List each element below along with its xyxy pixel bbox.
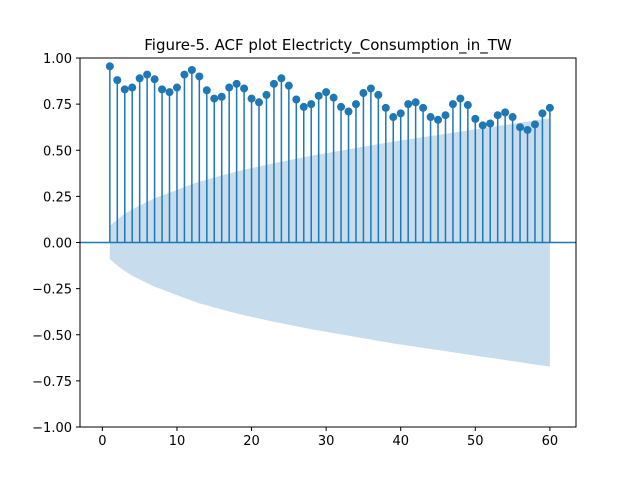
acf-point [366, 84, 375, 93]
acf-point [471, 114, 480, 123]
acf-point [516, 123, 525, 132]
acf-point [202, 86, 211, 95]
acf-point [351, 100, 360, 109]
acf-point [262, 90, 271, 99]
acf-point [120, 85, 129, 94]
acf-point [135, 74, 144, 83]
acf-point [434, 115, 443, 124]
acf-point [389, 113, 398, 122]
acf-point [448, 100, 457, 109]
x-tick-label: 50 [467, 434, 484, 449]
axes-layer: 0 10 20 30 40 50 60 −1.00 −0.75 −0.50 −0.25 0.00 0.2… [32, 52, 577, 449]
acf-point [187, 65, 196, 74]
acf-point [269, 79, 278, 88]
chart-title: Figure-5. ACF plot Electricty_Consumptio… [144, 36, 512, 55]
y-tick-label: 0.50 [43, 144, 72, 159]
acf-point [158, 85, 167, 94]
acf-point [165, 88, 174, 97]
acf-point [307, 100, 316, 109]
acf-point [217, 92, 226, 101]
acf-point [523, 125, 532, 134]
acf-point [396, 109, 405, 118]
acf-point [419, 103, 428, 112]
acf-point [411, 98, 420, 107]
acf-point [240, 84, 249, 93]
acf-point [441, 111, 450, 120]
x-tick-label: 40 [392, 434, 409, 449]
acf-point [463, 101, 472, 110]
acf-point [426, 113, 435, 122]
acf-point [225, 83, 234, 92]
acf-point [322, 88, 331, 97]
acf-point [105, 62, 114, 71]
y-tick-label: −0.50 [32, 329, 72, 344]
acf-point [255, 98, 264, 107]
acf-point [404, 100, 413, 109]
acf-point [359, 89, 368, 98]
acf-point [456, 94, 465, 103]
acf-point [247, 94, 256, 103]
acf-point [530, 120, 539, 129]
y-tick-label: 0.75 [43, 98, 72, 113]
acf-point [478, 121, 487, 130]
y-tick-label: −0.25 [32, 283, 72, 298]
acf-point [277, 74, 286, 83]
acf-point [501, 108, 510, 117]
y-tick-label: −0.75 [32, 375, 72, 390]
acf-point [284, 81, 293, 90]
acf-point [493, 111, 502, 120]
acf-point [538, 109, 547, 118]
acf-point [374, 90, 383, 99]
acf-point [292, 95, 301, 104]
acf-point [195, 72, 204, 81]
acf-point [172, 83, 181, 92]
y-tick-label: 0.00 [43, 237, 72, 252]
x-tick-label: 60 [542, 434, 559, 449]
acf-point [381, 103, 390, 112]
acf-point [210, 94, 219, 103]
y-tick-label: −1.00 [32, 421, 72, 436]
y-tick-label: 0.25 [43, 190, 72, 205]
acf-point [486, 119, 495, 128]
y-tick-label: 1.00 [43, 52, 72, 67]
acf-point [232, 79, 241, 88]
x-tick-label: 30 [318, 434, 335, 449]
acf-point [314, 91, 323, 100]
acf-point [143, 70, 152, 79]
acf-point [344, 107, 353, 116]
stem-layer [80, 62, 576, 244]
acf-point [150, 75, 159, 84]
acf-point [113, 76, 122, 85]
acf-point [128, 83, 137, 92]
x-tick-label: 10 [169, 434, 186, 449]
acf-point [329, 93, 338, 102]
x-tick-label: 0 [98, 434, 106, 449]
x-tick-label: 20 [243, 434, 260, 449]
acf-point [337, 102, 346, 111]
acf-point [299, 102, 308, 111]
acf-point [545, 103, 554, 112]
acf-point [180, 70, 189, 79]
acf-point [508, 113, 517, 122]
